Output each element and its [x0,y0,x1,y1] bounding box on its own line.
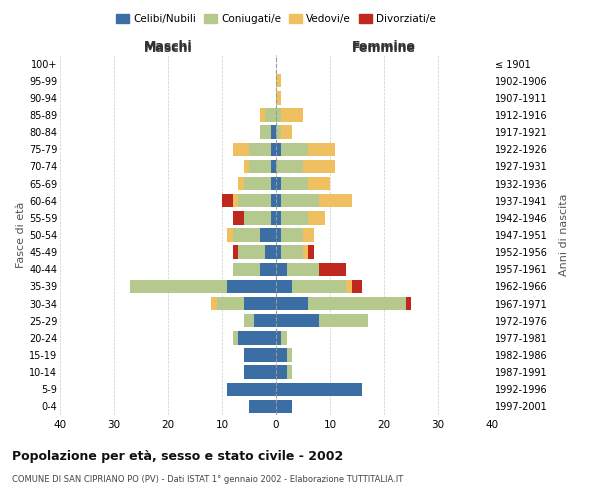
Bar [249,160,271,173]
Bar [244,314,254,328]
Bar [303,228,314,241]
Bar [308,142,335,156]
Text: Maschi: Maschi [143,42,193,55]
Bar [303,246,308,259]
Bar [244,211,271,224]
Bar [281,142,308,156]
Bar [233,142,249,156]
Bar [244,177,271,190]
Bar [233,194,238,207]
Bar [260,108,265,122]
Bar [265,246,276,259]
Bar [308,177,330,190]
Bar [217,297,244,310]
Y-axis label: Fasce di età: Fasce di età [16,202,26,268]
Text: Femmine: Femmine [352,42,416,55]
Bar [292,280,346,293]
Bar [281,126,292,139]
Bar [249,400,276,413]
Text: Femmine: Femmine [352,40,416,52]
Bar [265,108,276,122]
Bar [276,142,281,156]
Bar [276,91,281,104]
Bar [276,382,362,396]
Bar [276,366,287,379]
Bar [244,366,276,379]
Bar [276,331,281,344]
Bar [233,211,244,224]
Bar [281,228,303,241]
Legend: Celibi/Nubili, Coniugati/e, Vedovi/e, Divorziati/e: Celibi/Nubili, Coniugati/e, Vedovi/e, Di… [112,10,440,29]
Bar [276,314,319,328]
Bar [271,194,276,207]
Bar [276,194,281,207]
Bar [238,331,276,344]
Y-axis label: Anni di nascita: Anni di nascita [559,194,569,276]
Bar [319,262,346,276]
Bar [271,211,276,224]
Bar [287,262,319,276]
Bar [276,126,281,139]
Bar [281,177,308,190]
Bar [406,297,411,310]
Bar [260,262,276,276]
Bar [260,228,276,241]
Bar [271,177,276,190]
Bar [227,382,276,396]
Bar [260,126,271,139]
Bar [276,108,281,122]
Bar [281,246,303,259]
Bar [271,142,276,156]
Bar [308,297,406,310]
Bar [233,246,238,259]
Bar [281,194,319,207]
Bar [211,297,217,310]
Text: COMUNE DI SAN CIPRIANO PO (PV) - Dati ISTAT 1° gennaio 2002 - Elaborazione TUTTI: COMUNE DI SAN CIPRIANO PO (PV) - Dati IS… [12,475,403,484]
Bar [254,314,276,328]
Bar [238,194,271,207]
Bar [303,160,335,173]
Bar [308,246,314,259]
Bar [244,348,276,362]
Bar [276,246,281,259]
Bar [238,246,265,259]
Bar [249,142,271,156]
Bar [276,211,281,224]
Bar [352,280,362,293]
Bar [276,160,303,173]
Bar [287,348,292,362]
Bar [281,331,287,344]
Bar [281,108,303,122]
Bar [271,126,276,139]
Bar [276,348,287,362]
Bar [244,160,249,173]
Bar [227,228,233,241]
Bar [233,331,238,344]
Bar [276,74,281,88]
Bar [308,211,325,224]
Text: Popolazione per età, sesso e stato civile - 2002: Popolazione per età, sesso e stato civil… [12,450,343,463]
Bar [233,262,260,276]
Bar [276,297,308,310]
Text: Maschi: Maschi [143,40,193,52]
Bar [276,400,292,413]
Bar [319,314,368,328]
Bar [276,177,281,190]
Bar [130,280,227,293]
Bar [276,280,292,293]
Bar [281,211,308,224]
Bar [244,297,276,310]
Bar [319,194,352,207]
Bar [222,194,233,207]
Bar [238,177,244,190]
Bar [346,280,352,293]
Bar [276,228,281,241]
Bar [287,366,292,379]
Bar [227,280,276,293]
Bar [233,228,260,241]
Bar [271,160,276,173]
Bar [276,262,287,276]
